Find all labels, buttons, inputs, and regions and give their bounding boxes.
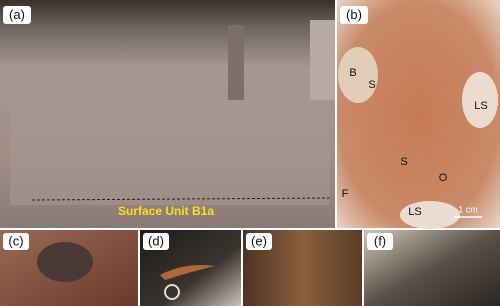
- annotation: LS: [408, 206, 421, 218]
- panel-label: (a): [9, 7, 25, 22]
- panel-d: (d): [140, 230, 241, 306]
- annotation: LS: [474, 100, 487, 112]
- panel-b: (b) B S LS S F O LS 1 cm: [337, 0, 500, 229]
- label-box: [340, 6, 368, 24]
- panel-f: (f): [364, 230, 500, 306]
- caption: Surface Unit B1a: [118, 204, 214, 218]
- annotation: B: [349, 67, 356, 79]
- panel-label: (d): [148, 233, 164, 248]
- panel-label: (e): [251, 233, 267, 248]
- wall-block: [10, 95, 330, 205]
- boundary-line: [31, 197, 333, 201]
- grain: [164, 284, 180, 300]
- label-box: [143, 233, 169, 250]
- scale-label: 1 cm: [458, 204, 478, 214]
- panel-label: (f): [374, 233, 386, 248]
- wall-block: [310, 20, 335, 100]
- label-box: [367, 233, 393, 250]
- label-box: [3, 233, 29, 250]
- label-box: [246, 233, 272, 250]
- panel-c: (c): [0, 230, 138, 306]
- panel-e: (e): [243, 230, 362, 306]
- panel-label: (c): [8, 233, 23, 248]
- panel-label: (b): [346, 7, 362, 22]
- annotation: S: [368, 79, 375, 91]
- wall-block: [228, 25, 244, 100]
- grain: [160, 265, 215, 280]
- annotation: F: [342, 188, 349, 200]
- grain: [338, 47, 378, 103]
- grain: [37, 242, 93, 282]
- panel-a: (a) Surface Unit B1a: [0, 0, 335, 228]
- annotation: O: [439, 172, 448, 184]
- label-box: [3, 6, 31, 24]
- grain: [400, 201, 460, 229]
- grain: [462, 72, 498, 128]
- annotation: S: [400, 156, 407, 168]
